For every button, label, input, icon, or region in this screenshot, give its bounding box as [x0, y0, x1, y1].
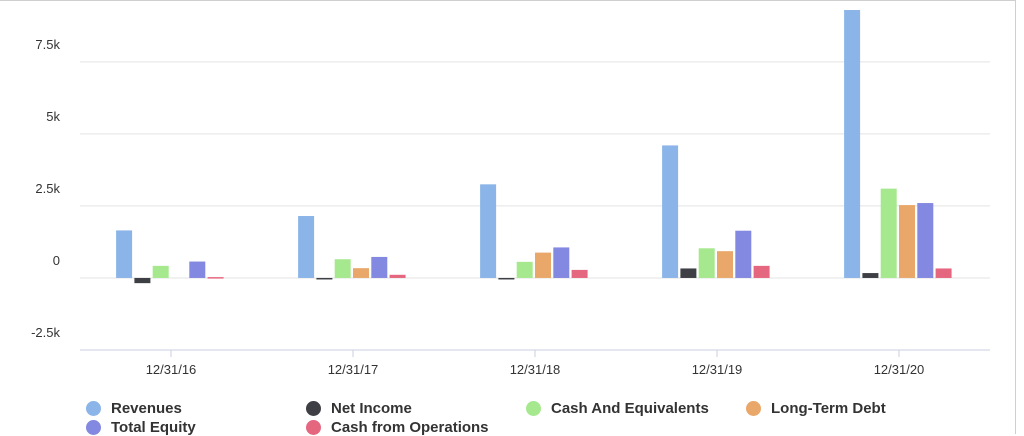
bar-cash-from-operations-3[interactable]	[753, 265, 770, 278]
legend-label-net-income: Net Income	[331, 400, 412, 417]
bar-total-equity-1[interactable]	[371, 256, 388, 278]
bar-cash-from-operations-4[interactable]	[935, 268, 952, 278]
bar-cash-and-equivalents-2[interactable]	[516, 261, 533, 278]
y-tick-label: -2.5k	[31, 325, 60, 340]
bar-cash-and-equivalents-0[interactable]	[152, 265, 169, 278]
legend-item-cash-and-equivalents[interactable]: Cash And Equivalents	[526, 400, 709, 417]
long-term-debt-dot-icon	[746, 401, 761, 416]
x-tick-label: 12/31/17	[328, 362, 379, 377]
legend-item-total-equity[interactable]: Total Equity	[86, 419, 196, 436]
bar-net-income-1[interactable]	[316, 277, 333, 280]
cash-from-operations-dot-icon	[306, 420, 321, 435]
legend-item-cash-from-operations[interactable]: Cash from Operations	[306, 419, 489, 436]
bar-total-equity-4[interactable]	[917, 203, 934, 278]
bar-cash-and-equivalents-3[interactable]	[698, 248, 715, 278]
bar-cash-and-equivalents-4[interactable]	[880, 188, 897, 278]
x-tick-label: 12/31/19	[692, 362, 743, 377]
y-tick-label: 2.5k	[35, 181, 60, 196]
legend-item-net-income[interactable]: Net Income	[306, 400, 412, 417]
bar-net-income-4[interactable]	[862, 273, 879, 278]
y-axis-ticks: 7.5k 5k 2.5k 0 -2.5k	[31, 37, 60, 340]
bar-long-term-debt-3[interactable]	[717, 251, 733, 278]
legend-label-long-term-debt: Long-Term Debt	[771, 400, 886, 417]
x-tick-label: 12/31/20	[874, 362, 925, 377]
bars	[116, 10, 952, 284]
bar-revenues-4[interactable]	[844, 10, 861, 278]
x-axis-ticks: 12/31/16 12/31/17 12/31/18 12/31/19 12/31/20	[146, 350, 925, 377]
bar-cash-from-operations-1[interactable]	[389, 274, 406, 278]
bar-long-term-debt-2[interactable]	[535, 252, 551, 278]
bar-total-equity-3[interactable]	[735, 230, 752, 278]
legend-label-cash-and-equivalents: Cash And Equivalents	[551, 400, 709, 417]
bar-long-term-debt-4[interactable]	[899, 205, 915, 278]
x-tick-label: 12/31/18	[510, 362, 561, 377]
total-equity-dot-icon	[86, 420, 101, 435]
bar-cash-and-equivalents-1[interactable]	[334, 259, 351, 278]
bar-net-income-0[interactable]	[134, 277, 151, 284]
y-tick-label: 5k	[46, 109, 60, 124]
x-tick-label: 12/31/16	[146, 362, 197, 377]
bar-total-equity-0[interactable]	[189, 261, 206, 278]
bar-revenues-1[interactable]	[298, 216, 315, 278]
revenues-dot-icon	[86, 401, 101, 416]
cash-and-equivalents-dot-icon	[526, 401, 541, 416]
bar-net-income-3[interactable]	[680, 268, 697, 278]
bar-long-term-debt-1[interactable]	[353, 268, 369, 278]
bar-revenues-2[interactable]	[480, 184, 497, 278]
bar-total-equity-2[interactable]	[553, 247, 570, 278]
legend-label-revenues: Revenues	[111, 400, 182, 417]
bar-cash-from-operations-0[interactable]	[207, 277, 224, 279]
bar-net-income-2[interactable]	[498, 277, 515, 280]
legend-item-revenues[interactable]: Revenues	[86, 400, 182, 417]
bar-cash-from-operations-2[interactable]	[571, 269, 588, 278]
legend-label-total-equity: Total Equity	[111, 419, 196, 436]
net-income-dot-icon	[306, 401, 321, 416]
bar-revenues-0[interactable]	[116, 230, 133, 278]
y-tick-label: 0	[53, 253, 60, 268]
bar-revenues-3[interactable]	[662, 145, 679, 278]
legend-label-cash-from-operations: Cash from Operations	[331, 419, 489, 436]
legend-item-long-term-debt[interactable]: Long-Term Debt	[746, 400, 886, 417]
y-tick-label: 7.5k	[35, 37, 60, 52]
